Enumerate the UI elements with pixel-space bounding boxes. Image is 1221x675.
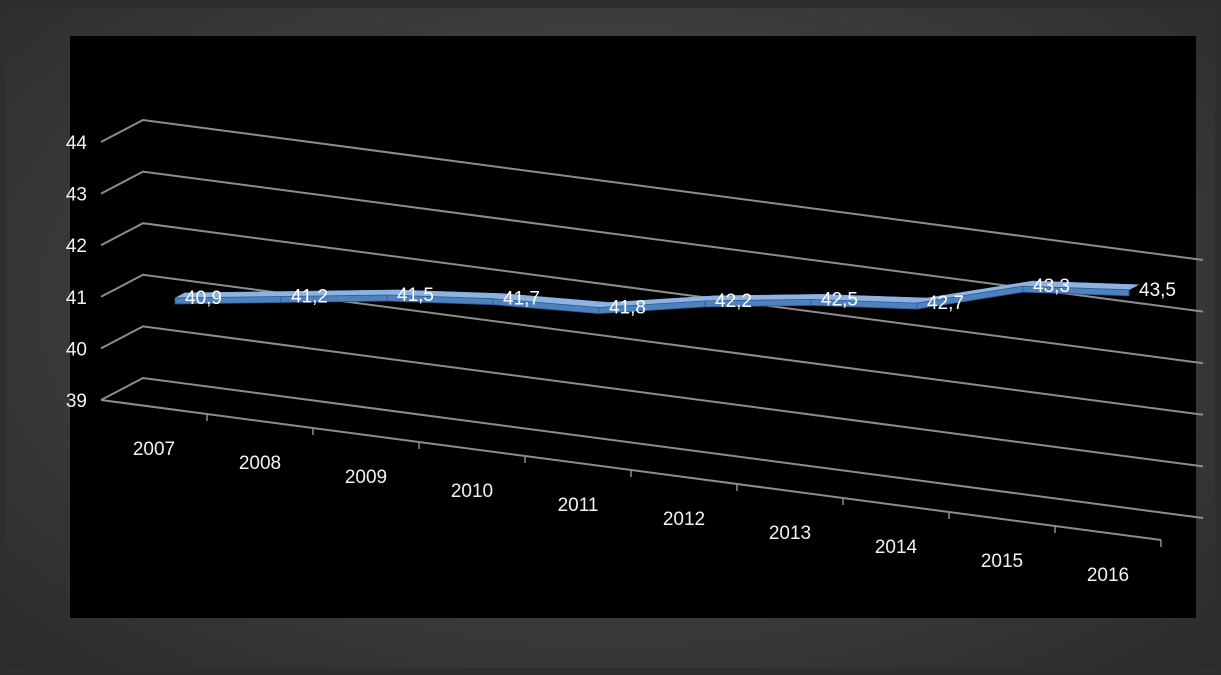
x-tick-label-2013: 2013 [769,523,811,544]
data-label-2013: 42,5 [821,289,858,310]
y-tick-label-42: 42 [66,236,87,257]
data-label-2009: 41,5 [397,285,434,306]
y-tick-label-41: 41 [66,288,87,309]
x-tick-label-2016: 2016 [1087,565,1129,586]
gridlines [100,118,1204,519]
x-tick-label-2014: 2014 [875,537,918,558]
gridline-41 [100,273,1204,416]
axes: 39 40 41 42 43 44 2007 2008 2009 2010 2011 2012 2013… [66,133,1162,586]
data-label-2016: 43,5 [1139,280,1176,301]
gridline-39 [100,376,1204,519]
gridline-43 [100,170,1204,313]
gridline-40 [100,325,1204,468]
gridline-42 [100,222,1204,365]
y-tick-label-43: 43 [66,185,87,206]
series-ribbon [174,280,1140,314]
x-tick-label-2012: 2012 [663,509,705,530]
data-label-2007: 40,9 [185,288,222,309]
gridline-44 [100,118,1204,261]
x-tick-label-2011: 2011 [558,495,599,516]
data-label-2008: 41,2 [291,286,328,307]
y-tick-label-44: 44 [66,133,88,154]
y-tick-label-39: 39 [66,391,87,412]
x-tick-label-2015: 2015 [981,551,1023,572]
y-tick-label-40: 40 [66,339,87,360]
x-tick-label-2007: 2007 [133,439,175,460]
plot-area [70,36,1196,618]
x-tick-label-2008: 2008 [239,453,281,474]
series-segment-front [1022,285,1130,297]
data-label-2012: 42,2 [715,291,752,312]
data-label-2014: 42,7 [927,293,964,314]
x-tick-label-2010: 2010 [451,481,493,502]
x-tick-label-2009: 2009 [345,467,387,488]
data-labels: 40,9 41,2 41,5 41,7 41,8 42,2 42,5 42,7 43,3 43,5 [185,276,1176,318]
data-label-2010: 41,7 [503,289,540,310]
data-label-2011: 41,8 [609,298,646,319]
data-label-2015: 43,3 [1033,276,1070,297]
